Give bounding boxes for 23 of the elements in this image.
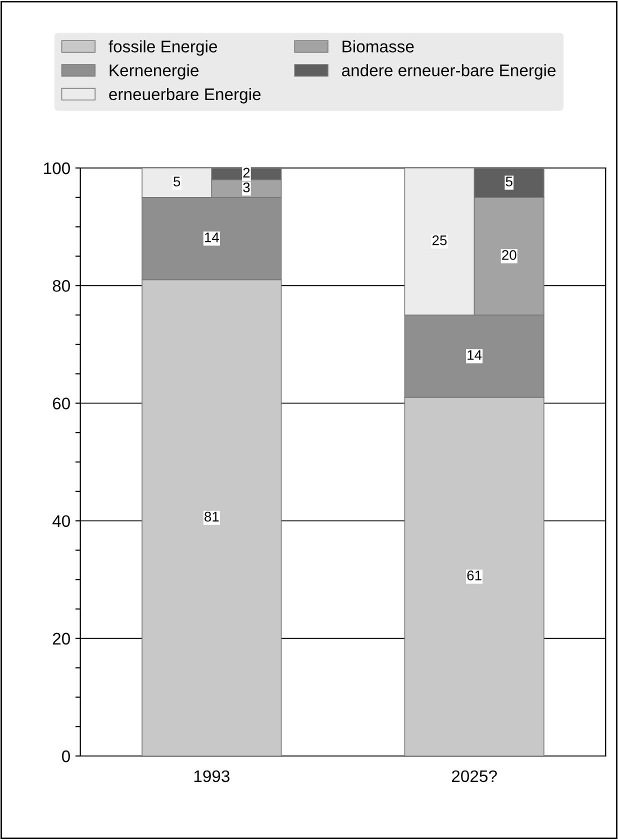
data-label: 14 (468, 350, 482, 360)
y-tick-label: 0 (62, 750, 70, 762)
legend-label: fossile Energie (108, 40, 218, 56)
data-label: 20 (502, 250, 516, 260)
legend-label: Biomasse (342, 40, 414, 52)
data-label: 81 (204, 512, 219, 522)
x-tick-label: 1993 (194, 770, 230, 782)
legend-label: erneuerbare Energie (109, 88, 261, 104)
y-tick-label: 100 (44, 162, 70, 174)
data-label: 61 (467, 570, 482, 580)
y-tick-label: 20 (52, 632, 70, 645)
data-label: 5 (506, 176, 512, 186)
data-label: 25 (432, 235, 447, 246)
data-label: 3 (243, 182, 250, 192)
y-tick-label: 40 (52, 515, 70, 528)
legend-label: Kernenergie (110, 64, 198, 80)
data-label: 2 (243, 168, 250, 178)
y-tick-label: 60 (52, 398, 70, 410)
y-tick-label: 80 (52, 280, 70, 292)
data-label: 5 (174, 176, 180, 186)
legend-label: andere erneuer-bare Energie (342, 64, 556, 80)
x-tick-label: 2025? (452, 770, 497, 782)
data-label: 14 (205, 232, 219, 242)
